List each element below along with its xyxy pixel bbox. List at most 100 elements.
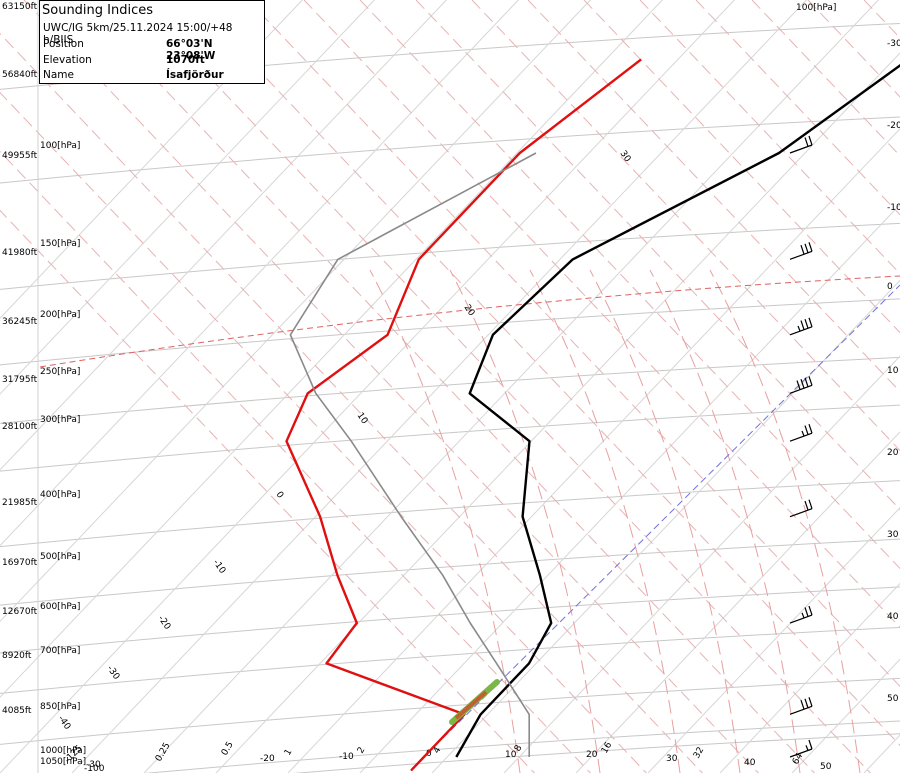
wind-barb-feather: [808, 605, 813, 616]
wind-barb-feather: [808, 376, 813, 386]
wind-barb-feather: [804, 377, 809, 387]
right-tick-label: -20: [887, 121, 900, 131]
isotherm-line: [0, 0, 447, 471]
altitude-tick-label: 16970ft: [2, 558, 38, 568]
dry-adiabat-line: [807, 0, 900, 98]
right-tick-label: 30: [887, 530, 899, 540]
bottom-tick-label: 30: [666, 754, 678, 764]
pressure-tick-label: 600[hPa]: [40, 602, 80, 612]
isotherm-line: [575, 431, 900, 773]
wind-barb-feather: [805, 745, 809, 751]
wind-barb-staff: [789, 326, 813, 336]
info-name-label: Name: [43, 69, 74, 81]
wind-barb: [789, 135, 813, 154]
moist-adiabat-line: [449, 269, 601, 773]
pressure-tick-label: 1050[hPa]: [40, 757, 86, 767]
wind-barb-staff: [789, 705, 813, 715]
wind-barb-feather: [804, 243, 809, 253]
wind-barb-feather: [808, 499, 813, 509]
isotherm-line: [0, 0, 735, 773]
wind-barb-feather: [804, 698, 809, 708]
wind-barb-feather: [808, 317, 813, 328]
wind-barb-feather: [808, 739, 813, 750]
dry-adiabat-line: [639, 0, 900, 275]
wind-barb-feather: [804, 137, 809, 147]
pressure-tick-label: 150[hPa]: [40, 239, 80, 249]
wind-barb: [789, 376, 813, 394]
dry-adiabat-line: [0, 91, 647, 773]
bottom-tick-label: 1: [283, 748, 295, 758]
isobar-line: [0, 356, 900, 424]
altitude-tick-label: 36245ft: [2, 317, 38, 327]
wind-barb-staff: [789, 250, 813, 260]
pressure-tick-label: 1000[hPa]: [40, 746, 86, 756]
isotherm-value-label: 20: [462, 303, 477, 318]
isotherm-value-label: 0: [274, 490, 286, 501]
wind-barb-feather: [801, 612, 805, 619]
pressure-tick-label: 100[hPa]: [40, 141, 80, 151]
altitude-tick-label: 49955ft: [2, 151, 38, 161]
altitude-tick-label: 21985ft: [2, 498, 38, 508]
bottom-tick-label: 16: [600, 740, 615, 755]
bottom-tick-label: 32: [692, 746, 706, 761]
isotherm-value-label: 30: [618, 149, 633, 164]
isotherm-value-label: -30: [105, 664, 122, 682]
isotherm-line: [719, 582, 900, 773]
bottom-tick-label: 4: [432, 745, 444, 755]
wind-barb-staff: [789, 144, 813, 154]
isobar-line: [0, 677, 900, 745]
info-position-value: 66°03'N 23°08'W: [166, 38, 216, 62]
wind-barb-staff: [789, 508, 813, 518]
isobar-line: [0, 626, 900, 694]
right-tick-label: 20: [887, 448, 899, 458]
info-elevation-value: 1070ft: [166, 54, 205, 66]
surface-indicator-inner: [454, 690, 488, 720]
info-elevation-label: Elevation: [43, 54, 92, 66]
isotherm-line: [647, 507, 900, 773]
bottom-tick-label: 40: [744, 758, 756, 768]
altitude-tick-label: 4085ft: [2, 706, 32, 716]
moist-adiabat-line: [529, 269, 681, 773]
bottom-tick-label: 0: [426, 749, 432, 759]
dry-adiabat-line: [583, 0, 900, 334]
isotherm-value-label: -20: [156, 614, 173, 632]
isotherm-line: [359, 203, 900, 773]
wind-barb: [789, 317, 813, 336]
altitude-tick-label: 12670ft: [2, 607, 38, 617]
moist-adiabat-line: [369, 269, 521, 773]
altitude-tick-label: 41980ft: [2, 248, 38, 258]
mixing-ratio-line: [442, 284, 900, 739]
isotherm-line: [0, 0, 303, 319]
info-subtitle: UWC/IG 5km/25.11.2024 15:00/+48 h/BIIS: [43, 22, 233, 46]
moist-adiabat-line: [589, 269, 741, 773]
dry-adiabat-line: [0, 209, 535, 773]
dry-adiabat-line: [191, 0, 900, 746]
wind-barb: [789, 697, 813, 715]
altitude-tick-label: 56840ft: [2, 70, 38, 80]
dry-adiabat-line: [527, 0, 900, 393]
bottom-tick-label: -20: [260, 754, 275, 764]
wind-barb: [789, 423, 813, 442]
wind-barb-feather: [804, 500, 809, 511]
pressure-tick-label: 300[hPa]: [40, 415, 80, 425]
pressure-tick-label: 250[hPa]: [40, 367, 80, 377]
isobar-line: [0, 222, 900, 290]
wind-barb-feather: [800, 699, 805, 710]
dry-adiabat-line: [0, 150, 591, 773]
wind-barb-staff: [789, 614, 813, 624]
right-tick-label: 50: [887, 694, 899, 704]
isobar-line: [0, 404, 900, 472]
wind-barb-feather: [800, 320, 805, 330]
dry-adiabat-line: [303, 0, 900, 629]
pressure-tick-label: 700[hPa]: [40, 646, 80, 656]
series-layer: [285, 58, 900, 771]
sounding-indices-box: Sounding Indices UWC/IG 5km/25.11.2024 1…: [39, 0, 265, 84]
info-name-value: Ísafjörður: [166, 69, 224, 81]
dry-adiabat-line: [0, 32, 703, 773]
isobar-line: [143, 720, 900, 773]
dewpoint-line: [455, 63, 900, 758]
wind-barb-feather: [800, 378, 805, 389]
